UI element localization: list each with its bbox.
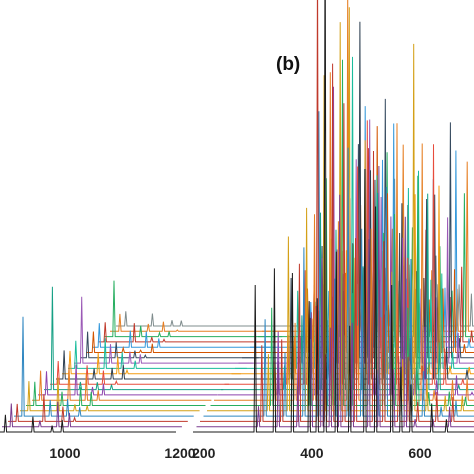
spectrum-trace-b-7 [214,0,474,401]
x-tick-label-400: 400 [300,445,324,461]
spectrum-trace-a-18 [98,322,277,343]
spectrum-trace-a-10 [50,360,230,385]
spectrum-trace-a-21 [116,311,294,327]
spectrum-trace-a-3 [8,394,188,422]
spectrum-trace-b-3 [200,0,474,422]
x-tick-label-1200: 1200 [164,445,195,461]
panel-a-plot [0,280,294,433]
spectrum-trace-b-1 [193,0,474,433]
panel-b-label: (b) [276,54,300,75]
x-tick-label-200: 200 [192,445,216,461]
x-tick-label-600: 600 [408,445,432,461]
spectrum-trace-a-1 [0,414,176,433]
spectrum-trace-a-13 [68,338,247,369]
spectrum-trace-a-6 [26,381,206,406]
spectrum-trace-a-17 [92,323,271,348]
spectrum-trace-a-15 [80,331,259,359]
spectrum-trace-a-16 [86,331,265,353]
panel-b-plot [193,0,474,433]
x-tick-label-1000: 1000 [49,445,80,461]
spectrum-trace-a-12 [62,350,241,375]
spectrum-trace-b-2 [196,165,474,428]
spectrum-trace-a-8 [38,364,218,396]
spectrum-trace-a-7 [32,364,212,401]
spectrum-trace-a-2 [2,401,182,428]
spectrum-trace-a-9 [44,286,224,391]
spectrum-trace-b-4 [203,111,474,417]
spectrum-trace-a-19 [104,280,283,338]
spectrum-trace-a-14 [74,296,253,364]
spectrum-trace-a-20 [110,313,289,332]
